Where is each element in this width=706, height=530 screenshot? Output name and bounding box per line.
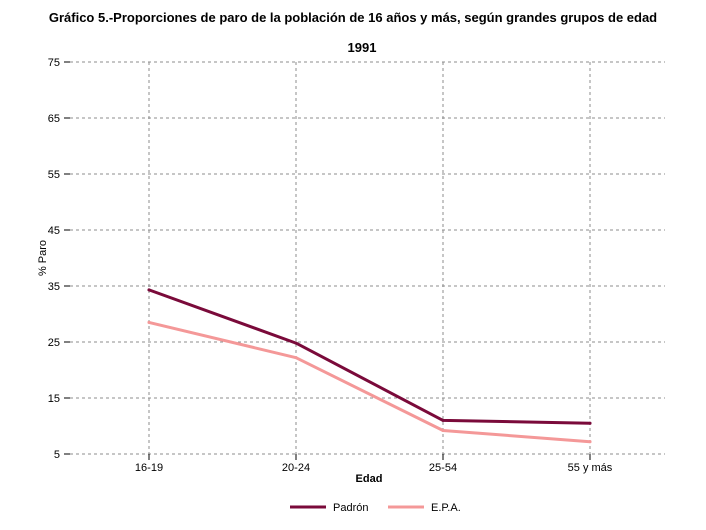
y-tick-label: 15 xyxy=(48,393,60,405)
gridlines xyxy=(70,61,665,455)
y-tick-label: 25 xyxy=(48,337,60,349)
y-tick-label: 75 xyxy=(48,57,60,69)
data-point xyxy=(294,356,298,360)
y-axis-label: % Paro xyxy=(37,240,49,276)
data-point xyxy=(588,421,592,425)
x-tick-label: 16-19 xyxy=(135,462,163,474)
y-tick-label: 55 xyxy=(48,169,60,181)
y-tick-label: 65 xyxy=(48,113,60,125)
legend-label: Padrón xyxy=(333,502,368,514)
legend: Padrón E.P.A. xyxy=(290,502,461,514)
data-point xyxy=(588,440,592,444)
x-tick-label: 55 y más xyxy=(568,462,613,474)
data-point xyxy=(147,320,151,324)
y-axis: 5 15 25 35 45 55 65 75 xyxy=(48,57,70,461)
y-tick-label: 5 xyxy=(54,449,60,461)
y-tick-label: 45 xyxy=(48,225,60,237)
x-axis-label: Edad xyxy=(356,473,383,485)
y-tick-label: 35 xyxy=(48,281,60,293)
series-line-0 xyxy=(147,288,592,425)
data-point xyxy=(147,288,151,292)
x-axis: 16-19 20-24 25-54 55 y más xyxy=(135,454,613,474)
page-title: Gráfico 5.-Proporciones de paro de la po… xyxy=(48,10,658,25)
data-point xyxy=(441,428,445,432)
series-line-1 xyxy=(147,320,592,444)
x-tick-label: 20-24 xyxy=(282,462,310,474)
legend-label: E.P.A. xyxy=(431,502,461,514)
x-tick-label: 25-54 xyxy=(429,462,457,474)
chart-title: 1991 xyxy=(348,40,377,55)
data-point xyxy=(294,341,298,345)
series-lines xyxy=(147,288,592,444)
data-point xyxy=(441,418,445,422)
